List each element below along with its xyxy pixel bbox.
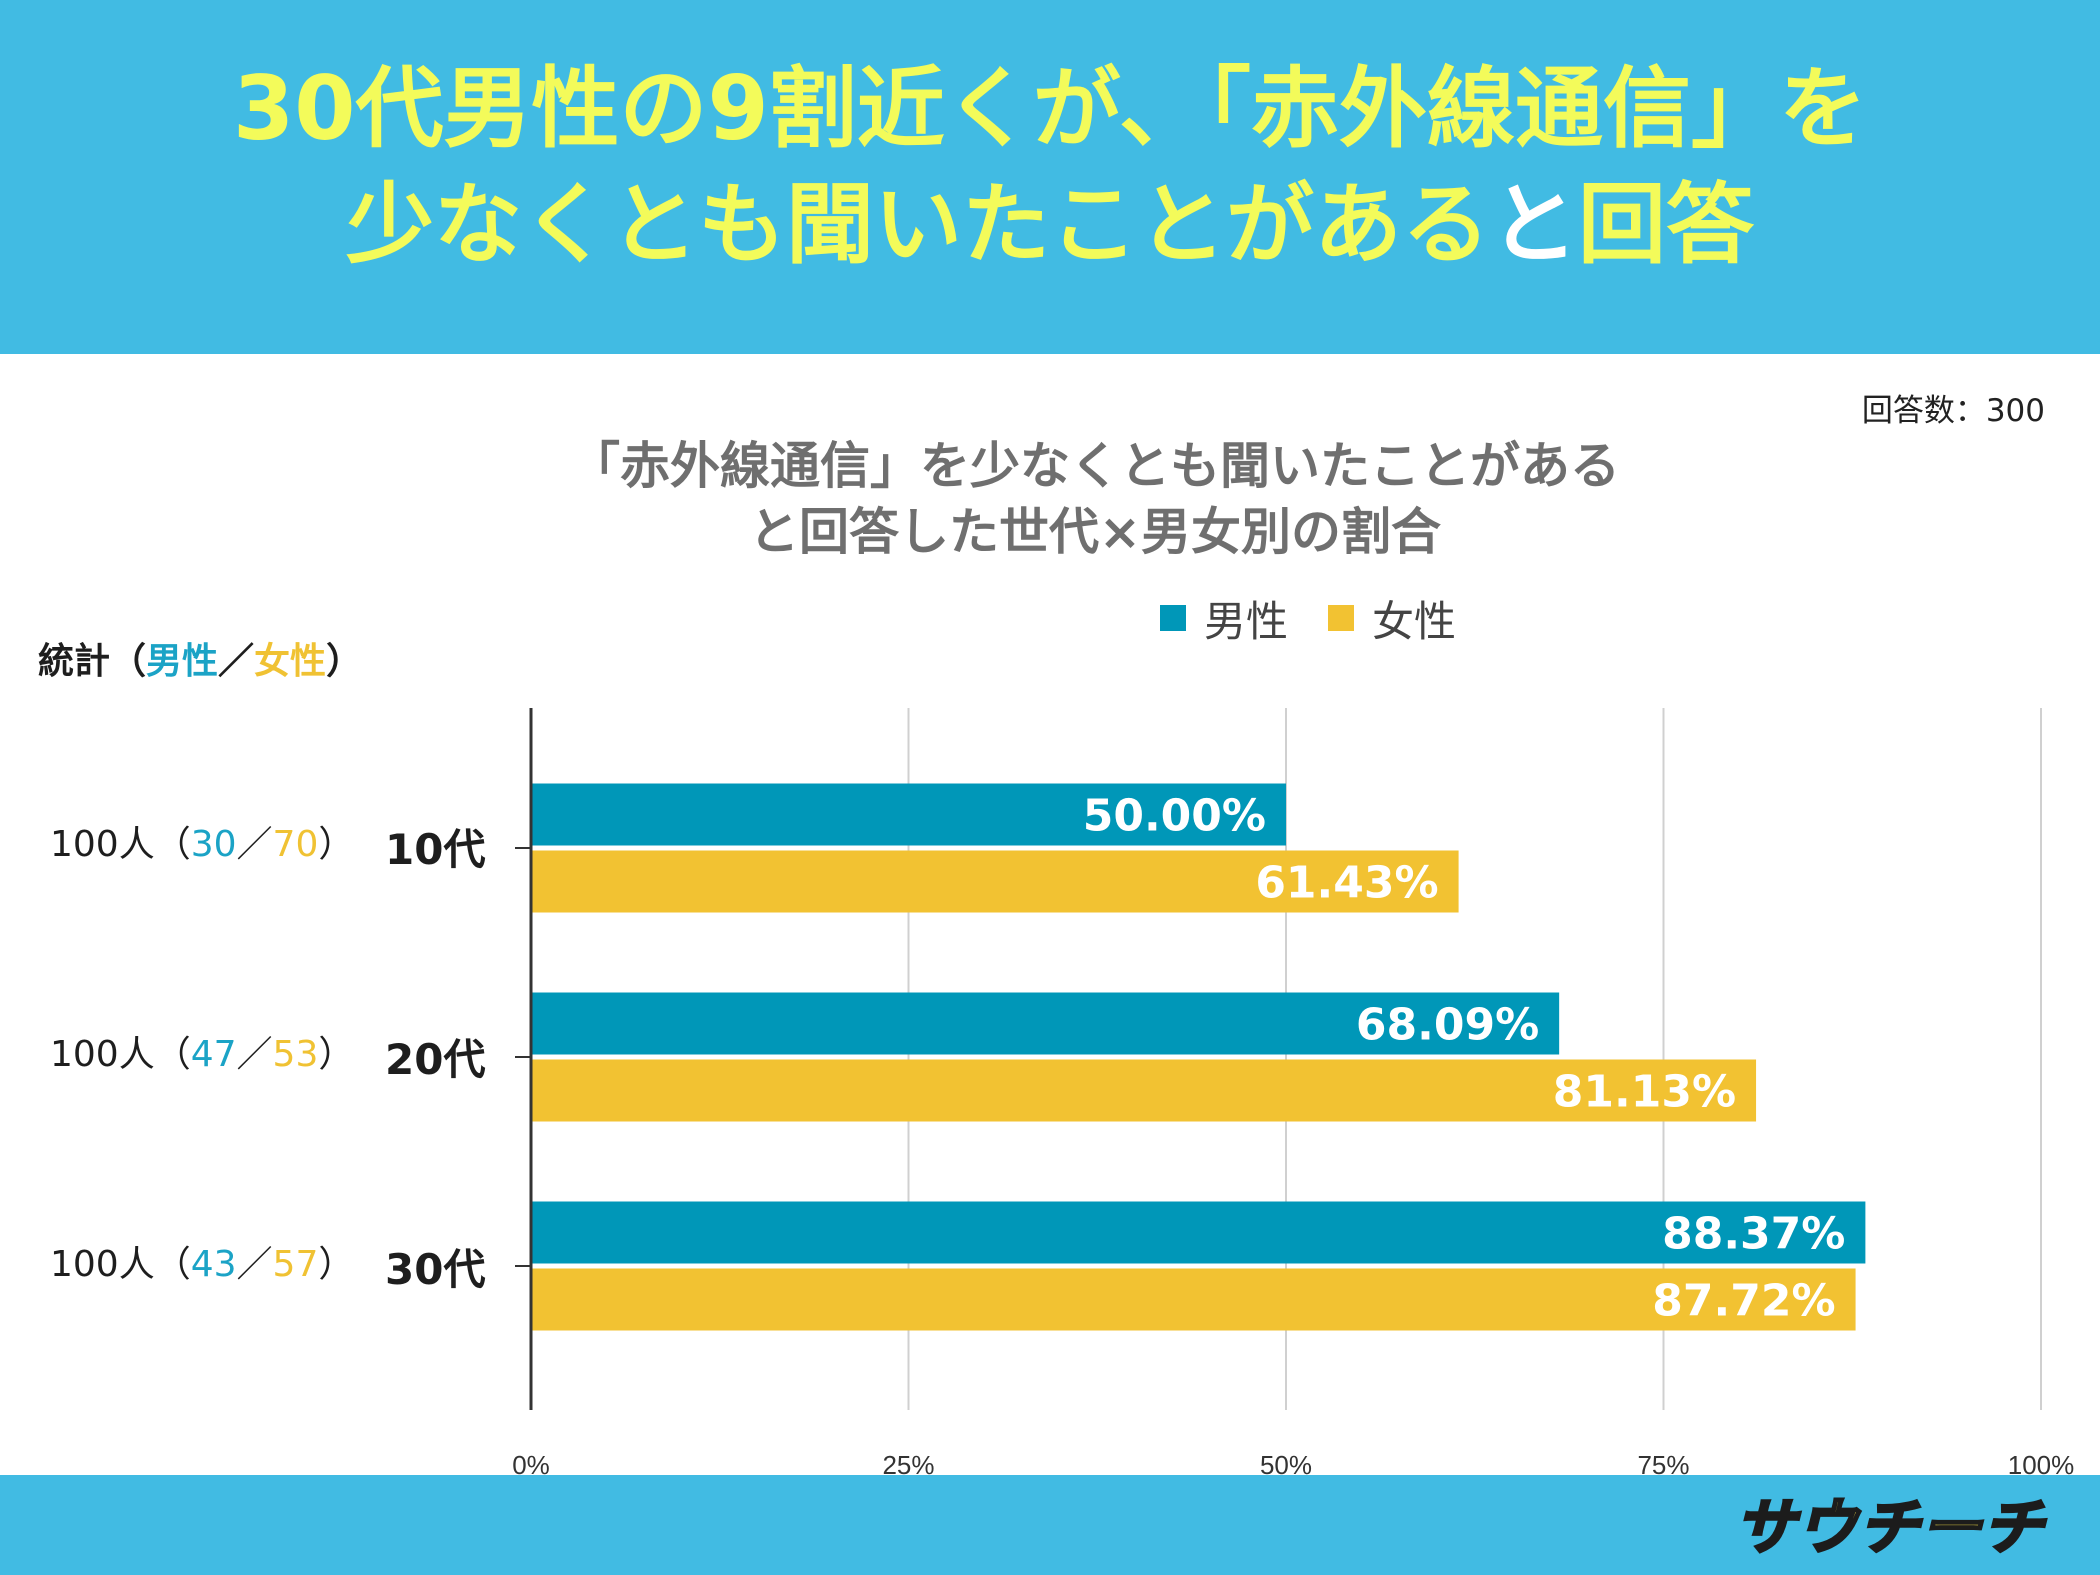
stats-heading-male: 男性 bbox=[146, 641, 219, 682]
x-tick-label: 50% bbox=[1260, 1450, 1312, 1475]
chart-title-line-2: と回答した世代×男女別の割合 bbox=[749, 503, 1441, 561]
category-label-30s: 30代 bbox=[385, 1245, 486, 1294]
legend-label-male: 男性 bbox=[1204, 596, 1289, 646]
x-tick-label: 75% bbox=[1637, 1450, 1689, 1475]
headline-line-2-part-2: と bbox=[1489, 173, 1578, 276]
stat-male-count: 43 bbox=[190, 1244, 237, 1285]
bar-chart: 0% 25% 50% 75% 100% 50.00% 68.09% 88.37% 61.43% 8… bbox=[512, 708, 2075, 1475]
headline-line-2: 少なくとも聞いたことがあると回答 bbox=[0, 170, 2100, 280]
headline-line-2-part-1: 少なくとも聞いたことがある bbox=[345, 173, 1490, 276]
footer-banner bbox=[0, 1475, 2100, 1575]
headline-line-1: 30代男性の9割近くが、「赤外線通信」を bbox=[233, 57, 1867, 160]
value-label-female-20代: 81.13% bbox=[1553, 1067, 1736, 1118]
category-label-20s: 20代 bbox=[385, 1035, 486, 1084]
chart-title-line-1: 「赤外線通信」を少なくとも聞いたことがある bbox=[570, 437, 1620, 495]
value-label-male-30代: 88.37% bbox=[1662, 1209, 1845, 1260]
stat-female-count: 57 bbox=[272, 1244, 319, 1285]
stat-row-20s: 100人（47／53） bbox=[50, 1030, 354, 1080]
value-label-male-20代: 68.09% bbox=[1356, 1000, 1539, 1051]
legend-item-female: 女性 bbox=[1328, 588, 1456, 649]
stat-row-30s: 100人（43／57） bbox=[50, 1240, 354, 1290]
stat-slash: ／ bbox=[236, 1034, 273, 1075]
bar-male-20代 bbox=[531, 992, 1560, 1055]
stat-male-count: 30 bbox=[190, 824, 237, 865]
bar-female-10代 bbox=[531, 850, 1459, 913]
value-label-male-10代: 50.00% bbox=[1083, 791, 1266, 842]
stat-close: ） bbox=[318, 1034, 355, 1075]
stat-slash: ／ bbox=[236, 824, 273, 865]
x-tick-label: 0% bbox=[512, 1450, 550, 1475]
stat-row-10s: 100人（30／70） bbox=[50, 820, 354, 870]
chart-title: 「赤外線通信」を少なくとも聞いたことがある と回答した世代×男女別の割合 bbox=[0, 433, 2100, 565]
legend-swatch-male bbox=[1160, 605, 1186, 631]
stat-close: ） bbox=[318, 1244, 355, 1285]
stat-slash: ／ bbox=[236, 1244, 273, 1285]
stats-heading-prefix: 統計（ bbox=[38, 641, 147, 682]
bar-female-30代 bbox=[531, 1268, 1856, 1331]
stats-heading-suffix: ） bbox=[326, 641, 363, 682]
bar-male-10代 bbox=[531, 783, 1286, 846]
x-tick-label: 25% bbox=[882, 1450, 934, 1475]
chart-legend: 男性 女性 bbox=[1160, 590, 1496, 646]
x-tick-label: 100% bbox=[2008, 1450, 2075, 1475]
legend-label-female: 女性 bbox=[1372, 596, 1457, 646]
value-label-female-10代: 61.43% bbox=[1255, 858, 1438, 909]
stats-heading: 統計（男性／女性） bbox=[38, 632, 362, 684]
stat-total: 100人（ bbox=[50, 1034, 191, 1075]
respondent-count: 回答数：300 bbox=[1861, 393, 2045, 429]
brand-logo: サウチーチ bbox=[1734, 1492, 2045, 1565]
stat-male-count: 47 bbox=[190, 1034, 237, 1075]
bar-female-20代 bbox=[531, 1059, 1757, 1122]
stat-total: 100人（ bbox=[50, 824, 191, 865]
stat-female-count: 53 bbox=[272, 1034, 319, 1075]
legend-swatch-female bbox=[1328, 605, 1355, 631]
stat-female-count: 70 bbox=[272, 824, 319, 865]
stats-heading-female: 女性 bbox=[254, 641, 327, 682]
header-banner bbox=[0, 0, 2100, 354]
category-label-10s: 10代 bbox=[385, 825, 486, 874]
bar-male-30代 bbox=[531, 1201, 1866, 1264]
value-label-female-30代: 87.72% bbox=[1652, 1276, 1835, 1327]
stat-close: ） bbox=[318, 824, 355, 865]
stats-heading-slash: ／ bbox=[218, 641, 255, 682]
headline-line-2-part-3: 回答 bbox=[1578, 173, 1755, 276]
legend-item-male: 男性 bbox=[1160, 588, 1288, 649]
stat-total: 100人（ bbox=[50, 1244, 191, 1285]
